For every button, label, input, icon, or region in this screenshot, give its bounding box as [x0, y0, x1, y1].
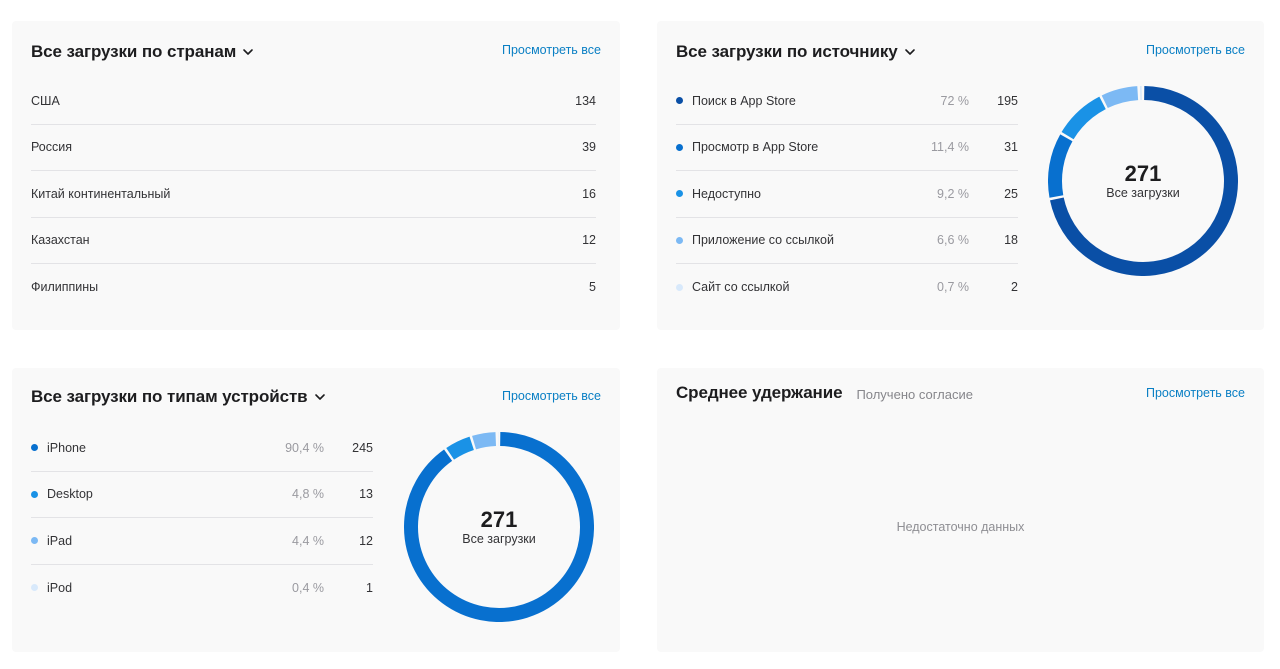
- legend-dot: [676, 143, 683, 151]
- list-item[interactable]: Филиппины 5: [31, 280, 596, 295]
- list-item[interactable]: iPhone 90,4 % 245: [31, 425, 373, 472]
- list-item[interactable]: Приложение со ссылкой 6,6 % 18: [676, 218, 1018, 264]
- list-item[interactable]: Россия 39: [31, 125, 596, 171]
- devices-donut-chart[interactable]: 271 Все загрузки: [404, 432, 594, 622]
- donut-label: Все загрузки: [1106, 186, 1180, 200]
- view-all-link[interactable]: Просмотреть все: [1145, 43, 1245, 57]
- sources-header[interactable]: Все загрузки по источнику: [676, 39, 1245, 65]
- list-item[interactable]: Поиск в App Store 72 % 195: [676, 78, 1018, 125]
- donut-label: Все загрузки: [462, 532, 536, 546]
- sources-list: Поиск в App Store 72 % 195 Просмотр в App …: [676, 78, 1018, 311]
- list-item[interactable]: iPod 0,4 % 1: [31, 565, 373, 612]
- sources-card: Все загрузки по источнику Просмотреть вс…: [657, 21, 1264, 330]
- donut-segment[interactable]: [472, 432, 497, 450]
- legend-dot: [31, 444, 38, 452]
- legend-dot: [31, 537, 38, 545]
- legend-dot: [676, 97, 683, 105]
- devices-header[interactable]: Все загрузки по типам устройств: [31, 384, 601, 410]
- list-item[interactable]: Казахстан 12: [31, 218, 596, 264]
- retention-card: Среднее удержание Получено согласие Прос…: [657, 368, 1264, 652]
- sources-donut-chart[interactable]: 271 Все загрузки: [1048, 86, 1238, 276]
- chevron-down-icon[interactable]: [242, 46, 254, 58]
- donut-segment[interactable]: [404, 432, 594, 622]
- donut-total: 271: [1124, 161, 1162, 186]
- donut-segment[interactable]: [446, 436, 475, 460]
- list-item[interactable]: Недоступно 9,2 % 25: [676, 171, 1018, 218]
- list-item[interactable]: Desktop 4,8 % 13: [31, 472, 373, 518]
- legend-dot: [676, 283, 683, 291]
- donut-segment[interactable]: [1049, 86, 1238, 276]
- empty-state-message: Недостаточно данных: [896, 520, 1025, 534]
- legend-dot: [676, 236, 683, 244]
- list-item[interactable]: iPad 4,4 % 12: [31, 518, 373, 565]
- list-item[interactable]: США 134: [31, 78, 596, 125]
- card-title: Все загрузки по источнику: [676, 42, 898, 61]
- list-item[interactable]: Просмотр в App Store 11,4 % 31: [676, 125, 1018, 171]
- view-all-link[interactable]: Просмотреть все: [1145, 386, 1245, 400]
- countries-list: США 134 Россия 39 Китай континентальный 16 …: [31, 78, 596, 311]
- devices-card: Все загрузки по типам устройств Просмотр…: [12, 368, 620, 652]
- donut-segment[interactable]: [1101, 86, 1139, 109]
- retention-header: Среднее удержание Получено согласие: [676, 380, 1245, 406]
- card-title: Все загрузки по типам устройств: [31, 387, 308, 406]
- list-item[interactable]: Китай континентальный 16: [31, 171, 596, 218]
- card-title: Все загрузки по странам: [31, 42, 237, 61]
- view-all-link[interactable]: Просмотреть все: [501, 389, 601, 403]
- donut-segment[interactable]: [1061, 96, 1106, 140]
- legend-dot: [676, 190, 683, 198]
- donut-total: 271: [480, 507, 518, 532]
- devices-list: iPhone 90,4 % 245 Desktop 4,8 % 13 iPad 4,4 %…: [31, 425, 373, 611]
- legend-dot: [31, 584, 38, 592]
- countries-header[interactable]: Все загрузки по странам: [31, 39, 601, 65]
- legend-dot: [31, 490, 38, 498]
- view-all-link[interactable]: Просмотреть все: [501, 43, 601, 57]
- card-title: Среднее удержание: [676, 383, 843, 402]
- chevron-down-icon[interactable]: [314, 391, 326, 403]
- chevron-down-icon[interactable]: [904, 46, 916, 58]
- donut-segment[interactable]: [1048, 134, 1073, 198]
- countries-card: Все загрузки по странам Просмотреть все …: [12, 21, 620, 330]
- list-item[interactable]: Сайт со ссылкой 0,7 % 2: [676, 264, 1018, 311]
- card-subtitle: Получено согласие: [856, 386, 973, 402]
